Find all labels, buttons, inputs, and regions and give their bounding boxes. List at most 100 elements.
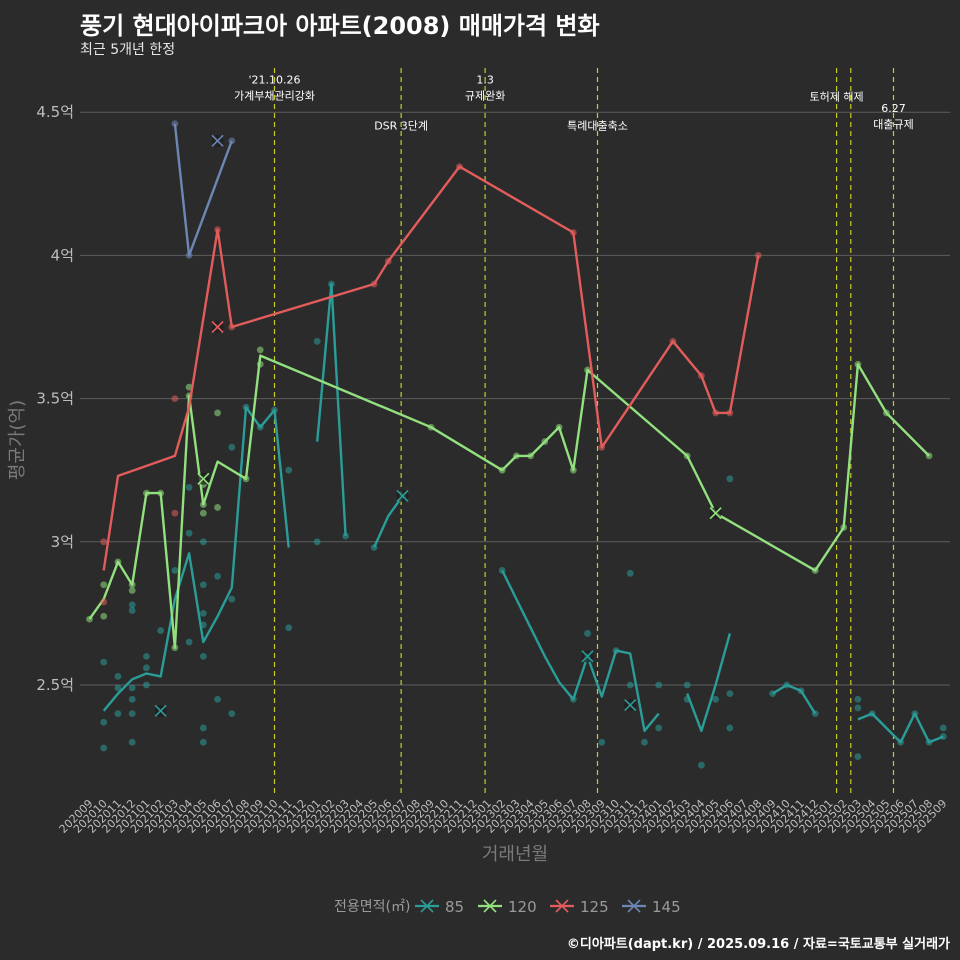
legend-item-120: 120 — [478, 898, 537, 916]
data-point — [114, 684, 122, 692]
cross-marker-stroke — [211, 320, 224, 334]
cross-marker-stroke — [197, 472, 210, 485]
y-tick-label: 3억 — [51, 533, 74, 551]
series-line — [102, 165, 760, 571]
data-point — [584, 630, 591, 637]
data-point — [313, 538, 321, 546]
chart-subtitle: 최근 5개년 한정 — [80, 42, 176, 58]
legend-item-145: 145 — [622, 898, 681, 916]
data-point — [626, 569, 634, 577]
data-point — [256, 346, 264, 354]
data-point — [185, 483, 193, 491]
cross-marker — [211, 134, 224, 147]
data-point — [171, 120, 179, 128]
cross-marker — [154, 704, 167, 717]
data-point — [100, 612, 108, 620]
data-point — [626, 681, 634, 689]
data-point — [726, 690, 734, 697]
data-point — [157, 627, 165, 634]
legend: 전용면적(㎡) 85 120 125 145 — [334, 898, 681, 916]
cross-marker-stroke — [624, 698, 637, 712]
cross-marker — [581, 650, 594, 663]
data-point — [214, 572, 221, 580]
data-point — [128, 587, 136, 594]
data-point — [697, 761, 705, 769]
event-label: '21.10.26 — [248, 74, 300, 87]
data-point — [726, 475, 734, 483]
legend-label: 145 — [652, 898, 681, 916]
chart-title: 풍기 현대아이파크아 아파트(2008) 매매가격 변화 — [80, 12, 600, 40]
data-point — [128, 601, 136, 609]
data-point — [199, 538, 207, 546]
data-point — [185, 383, 193, 391]
data-point — [199, 652, 207, 660]
data-point — [100, 718, 108, 726]
data-point — [712, 695, 720, 703]
y-tick-label: 3.5억 — [36, 390, 74, 408]
cross-marker — [211, 320, 224, 334]
legend-swatch-cross — [420, 899, 434, 913]
data-point — [114, 710, 122, 718]
data-point — [199, 610, 207, 617]
series-line — [686, 633, 732, 732]
series-line — [316, 282, 347, 537]
data-point — [228, 710, 236, 718]
data-point — [854, 704, 862, 712]
event-label: 토허제 해제 — [810, 90, 864, 104]
data-point — [100, 581, 108, 589]
x-tick-labels: 2020092020102020112020122021012021022021… — [57, 797, 950, 836]
data-point — [100, 598, 108, 606]
data-point — [171, 395, 179, 402]
cross-marker-stroke — [154, 704, 167, 717]
legend-swatch-cross — [627, 899, 641, 913]
cross-marker — [396, 489, 409, 503]
data-point — [726, 724, 734, 732]
legend-item-125: 125 — [550, 898, 609, 916]
event-label: 대출규제 — [873, 118, 913, 131]
data-point — [171, 567, 179, 574]
data-point — [199, 581, 207, 589]
data-point — [285, 624, 293, 632]
series-85 — [100, 280, 947, 769]
data-point — [854, 695, 862, 703]
event-label: 6.27 — [881, 102, 906, 115]
y-axis-title: 평균가(억) — [7, 400, 28, 480]
y-tick-label: 4.5억 — [36, 103, 74, 121]
cross-marker-stroke — [709, 507, 722, 520]
data-point — [313, 337, 321, 345]
data-point — [100, 658, 108, 666]
data-point — [683, 681, 691, 689]
data-point — [598, 738, 606, 746]
data-point — [128, 684, 136, 692]
data-point — [128, 695, 136, 703]
y-tick-labels: 2.5억 3억 3.5억 4억 4.5억 — [36, 103, 74, 694]
event-label: 1.3 — [476, 74, 494, 87]
series-line — [88, 354, 930, 649]
y-tick-label: 2.5억 — [36, 676, 74, 694]
data-point — [854, 753, 862, 760]
data-point — [199, 724, 207, 732]
y-gridlines — [80, 111, 950, 686]
cross-marker-stroke — [211, 134, 224, 147]
data-point — [100, 538, 108, 546]
data-point — [285, 466, 293, 474]
series-line — [857, 712, 944, 744]
series-line — [501, 569, 660, 732]
data-point — [199, 509, 207, 517]
data-point — [100, 744, 108, 752]
legend-label: 125 — [580, 898, 609, 916]
data-point — [754, 252, 762, 259]
event-label: 가계부채관리강화 — [234, 90, 315, 103]
data-point — [655, 681, 663, 689]
data-point — [228, 443, 236, 451]
series-145 — [171, 120, 236, 259]
legend-title: 전용면적(㎡) — [334, 899, 410, 915]
data-point — [143, 664, 150, 672]
data-point — [214, 504, 221, 511]
cross-marker — [197, 472, 210, 485]
event-label: 특례대출축소 — [567, 119, 628, 132]
data-point — [171, 509, 179, 517]
data-point — [228, 595, 236, 603]
series-line — [102, 406, 290, 712]
cross-marker — [709, 507, 722, 520]
